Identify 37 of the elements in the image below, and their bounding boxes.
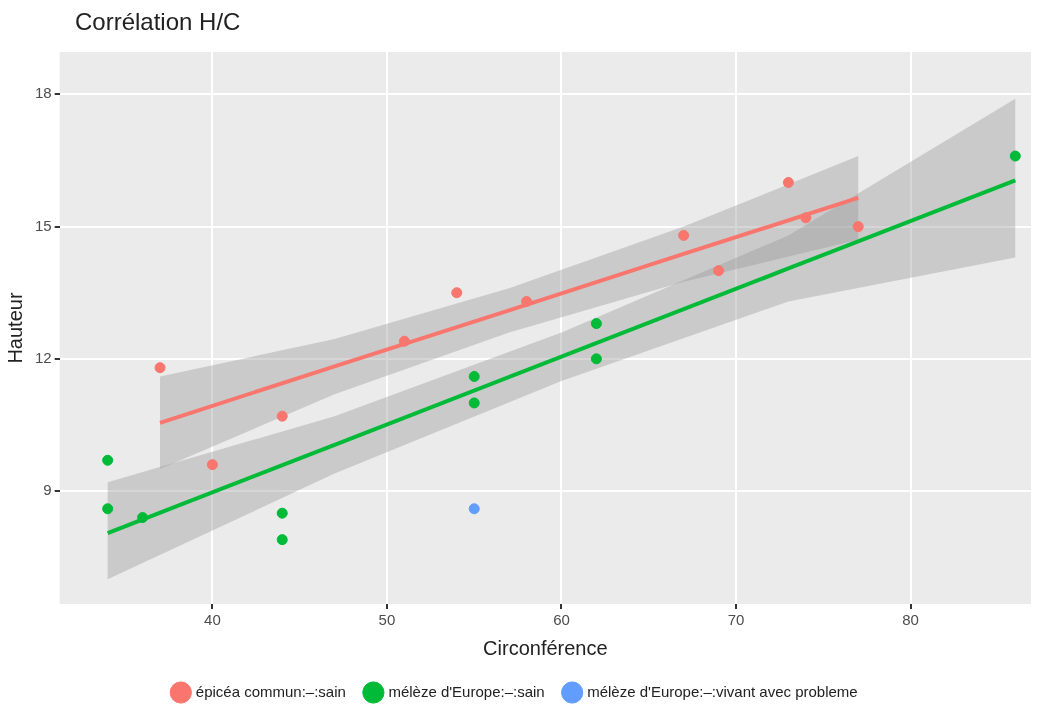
point [102, 503, 114, 515]
point [468, 371, 480, 382]
y-tick-label: 12 [35, 349, 52, 366]
x-tick-label: 60 [553, 611, 570, 629]
point [276, 507, 288, 519]
point [852, 221, 864, 233]
x-tick-label: 50 [378, 611, 396, 629]
point [468, 397, 480, 409]
point [713, 265, 725, 277]
x-tick-label: 80 [902, 611, 919, 629]
y-tick-label: 18 [35, 84, 52, 102]
y-tick-label: 9 [43, 481, 52, 499]
point [451, 287, 463, 299]
point [276, 410, 288, 422]
legend-label: mélèze d'Europe:–:vivant avec probleme [587, 682, 858, 700]
point [154, 362, 166, 374]
chart-title: Corrélation H/C [75, 8, 241, 36]
point [137, 512, 149, 524]
point [590, 318, 602, 330]
point [102, 454, 114, 466]
point [590, 353, 602, 365]
point [398, 335, 410, 347]
y-axis-title: Hauteur [3, 292, 26, 364]
point [800, 212, 812, 224]
point [276, 534, 288, 546]
point [468, 503, 480, 515]
x-axis-title: Circonférence [483, 636, 608, 659]
point [521, 296, 533, 308]
point [1009, 150, 1021, 162]
legend-label: épicéa commun:–:sain [195, 682, 346, 700]
point [782, 177, 794, 189]
x-tick-label: 70 [727, 611, 745, 629]
x-tick-label: 40 [204, 611, 221, 629]
point [206, 459, 218, 471]
legend-label: mélèze d'Europe:–:sain [388, 682, 545, 700]
point [678, 229, 690, 241]
y-tick-label: 15 [35, 216, 52, 234]
